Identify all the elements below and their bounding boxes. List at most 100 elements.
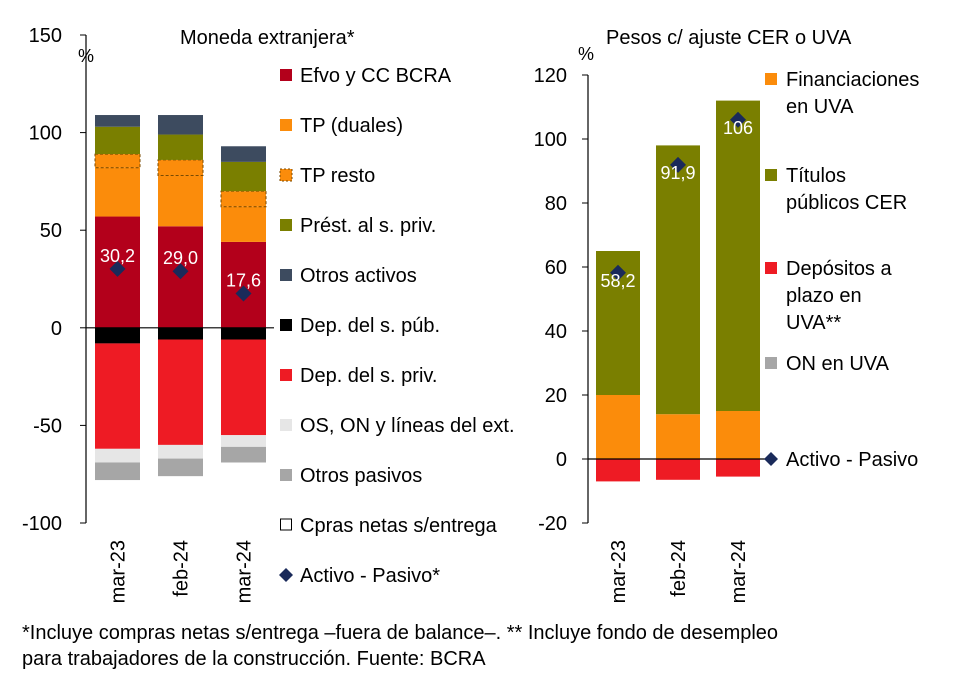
left-bar-prest-al-s-priv-mar-24: [221, 161, 266, 192]
right-bar-depositos-a-plazo-en-uva-mar-24: [716, 459, 760, 477]
left-bar-otros-pasivos-mar-24: [221, 446, 266, 463]
legend-left-icon-prest-al-s-priv: [280, 219, 292, 231]
right-data-label-feb-24: 91,9: [660, 163, 695, 183]
right-y-tick-label: 60: [545, 257, 567, 279]
legend-left-label-os-on-y-lineas-del-ext: OS, ON y líneas del ext.: [300, 415, 515, 437]
left-bar-os-on-y-lineas-del-ext-mar-24: [221, 435, 266, 447]
right-x-tick-label: feb-24: [668, 540, 690, 597]
right-y-tick-label: 40: [545, 321, 567, 343]
left-bar-tp-duales-feb-24: [158, 175, 203, 227]
legend-left-icon-otros-pasivos: [280, 469, 292, 481]
legend-left-icon-tp-duales: [280, 119, 292, 131]
legend-left-label-tp-resto: TP resto: [300, 165, 375, 187]
legend-right-label-titulos-publicos-cer-line-2: públicos CER: [786, 192, 907, 214]
left-chart: 150 100 50 0 -50 -100% Moneda extranjera* mar-2…: [22, 25, 355, 603]
left-bar-dep-del-s-priv-feb-24: [158, 339, 203, 445]
left-bar-os-on-y-lineas-del-ext-feb-24: [158, 444, 203, 459]
legend-left-icon-activo-pasivo: [279, 568, 293, 582]
left-bar-dep-del-s-priv-mar-23: [95, 343, 140, 449]
right-y-tick-label: 0: [556, 449, 567, 471]
right-chart: 120 100 80 60 40 20 0 -20% Pesos c/ ajuste CER o…: [534, 27, 852, 603]
right-y-unit-label: %: [578, 44, 594, 64]
right-chart-title: Pesos c/ ajuste CER o UVA: [606, 27, 852, 49]
legend-left-icon-efvo-y-cc-bcra: [280, 69, 292, 81]
right-y-tick-label: 120: [534, 65, 567, 87]
legend-right-label-financiaciones-en-uva-line-2: en UVA: [786, 96, 854, 118]
left-x-tick-label: feb-24: [171, 540, 193, 597]
legend-left-icon-otros-activos: [280, 269, 292, 281]
left-bar-prest-al-s-priv-mar-23: [95, 126, 140, 155]
left-bar-os-on-y-lineas-del-ext-mar-23: [95, 448, 140, 463]
left-bar-otros-activos-mar-23: [95, 115, 140, 127]
legend-left-label-activo-pasivo: Activo - Pasivo*: [300, 565, 440, 587]
left-x-tick-label: mar-24: [234, 540, 256, 603]
right-net-marker-mar-23: [610, 264, 626, 281]
left-bar-efvo-y-cc-bcra-mar-24: [221, 241, 266, 328]
left-net-marker-mar-23: [109, 260, 126, 277]
left-bar-tp-resto-mar-24: [220, 190, 267, 208]
legend-right-label-on-en-uva-line-1: ON en UVA: [786, 353, 890, 375]
left-bar-otros-activos-feb-24: [158, 115, 203, 135]
left-net-marker-feb-24: [172, 263, 189, 280]
left-bar-tp-duales-mar-24: [221, 206, 266, 242]
footnote-line-1: *Incluye compras netas s/entrega –fuera …: [22, 622, 779, 644]
right-bar-financiaciones-en-uva-mar-23: [596, 395, 640, 459]
legend-left-label-efvo-y-cc-bcra: Efvo y CC BCRA: [300, 65, 452, 87]
legend-right-label-activo-pasivo-line-1: Activo - Pasivo: [786, 449, 918, 471]
legend-right-icon-titulos-publicos-cer: [765, 169, 777, 181]
right-legend: Financiaciones en UVA Títulos públicos CER D…: [764, 69, 919, 471]
right-net-marker-mar-24: [730, 111, 746, 128]
legend-left-icon-cpras-netas-s-entrega: [280, 518, 292, 531]
right-y-tick-label: 100: [534, 129, 567, 151]
legend-left-icon-tp-resto: [279, 168, 293, 182]
left-bar-tp-resto-mar-23: [94, 153, 141, 169]
left-data-label-mar-24: 17,6: [226, 270, 261, 290]
left-bar-tp-duales-mar-23: [95, 167, 140, 217]
right-bar-financiaciones-en-uva-mar-24: [716, 411, 760, 459]
legend-right-icon-on-en-uva: [765, 357, 777, 369]
legend-left-label-prest-al-s-priv: Prést. al s. priv.: [300, 215, 436, 237]
legend-left-label-tp-duales: TP (duales): [300, 115, 403, 137]
left-bar-dep-del-s-priv-mar-24: [221, 339, 266, 436]
legend-right-label-titulos-publicos-cer-line-1: Títulos: [786, 165, 846, 187]
legend-left-label-dep-del-s-pub: Dep. del s. púb.: [300, 315, 440, 337]
right-data-label-mar-24: 106: [723, 118, 753, 138]
left-bar-dep-del-s-pub-feb-24: [158, 327, 203, 340]
legend-left-icon-dep-del-s-priv: [280, 369, 292, 381]
left-bar-dep-del-s-pub-mar-24: [221, 327, 266, 340]
chart-canvas: 150 100 50 0 -50 -100% Moneda extranjera* mar-2…: [22, 25, 919, 603]
legend-right-icon-financiaciones-en-uva: [765, 73, 777, 85]
right-net-marker-feb-24: [670, 156, 686, 173]
right-bar-depositos-a-plazo-en-uva-mar-23: [596, 459, 640, 482]
right-bar-titulos-publicos-cer-feb-24: [656, 145, 700, 415]
legend-right-icon-depositos-a-plazo-en-uva: [765, 262, 777, 274]
left-bar-tp-resto-feb-24: [157, 159, 204, 177]
legend-left-label-dep-del-s-priv: Dep. del s. priv.: [300, 365, 437, 387]
left-bar-otros-pasivos-mar-23: [95, 462, 140, 481]
left-chart-title: Moneda extranjera*: [180, 27, 355, 49]
left-y-tick-label: -50: [33, 415, 62, 437]
left-y-tick-label: 100: [29, 123, 62, 145]
right-x-tick-label: mar-23: [608, 540, 630, 603]
legend-left-icon-dep-del-s-pub: [280, 319, 292, 331]
left-bar-prest-al-s-priv-feb-24: [158, 134, 203, 160]
footnote-line-2: para trabajadores de la construcción. Fu…: [22, 648, 486, 670]
legend-left-label-otros-activos: Otros activos: [300, 265, 417, 287]
left-legend: Efvo y CC BCRA TP (duales) TP resto Prést. …: [279, 65, 515, 587]
right-y-tick-label: -20: [538, 513, 567, 535]
right-data-label-mar-23: 58,2: [600, 271, 635, 291]
left-y-tick-label: 0: [51, 318, 62, 340]
right-x-tick-label: mar-24: [728, 540, 750, 603]
legend-left-label-otros-pasivos: Otros pasivos: [300, 465, 422, 487]
legend-right-label-financiaciones-en-uva-line-1: Financiaciones: [786, 69, 919, 91]
left-bar-otros-activos-mar-24: [221, 146, 266, 162]
left-bar-otros-pasivos-feb-24: [158, 458, 203, 477]
left-y-tick-label: 150: [29, 25, 62, 47]
legend-right-icon-activo-pasivo: [764, 452, 778, 466]
right-bar-financiaciones-en-uva-feb-24: [656, 414, 700, 459]
left-y-tick-label: -100: [22, 513, 62, 535]
legend-left-icon-os-on-y-lineas-del-ext: [280, 419, 292, 431]
footnote: *Incluye compras netas s/entrega –fuera …: [22, 620, 952, 672]
left-data-label-mar-23: 30,2: [100, 246, 135, 266]
left-net-marker-mar-24: [235, 285, 252, 302]
